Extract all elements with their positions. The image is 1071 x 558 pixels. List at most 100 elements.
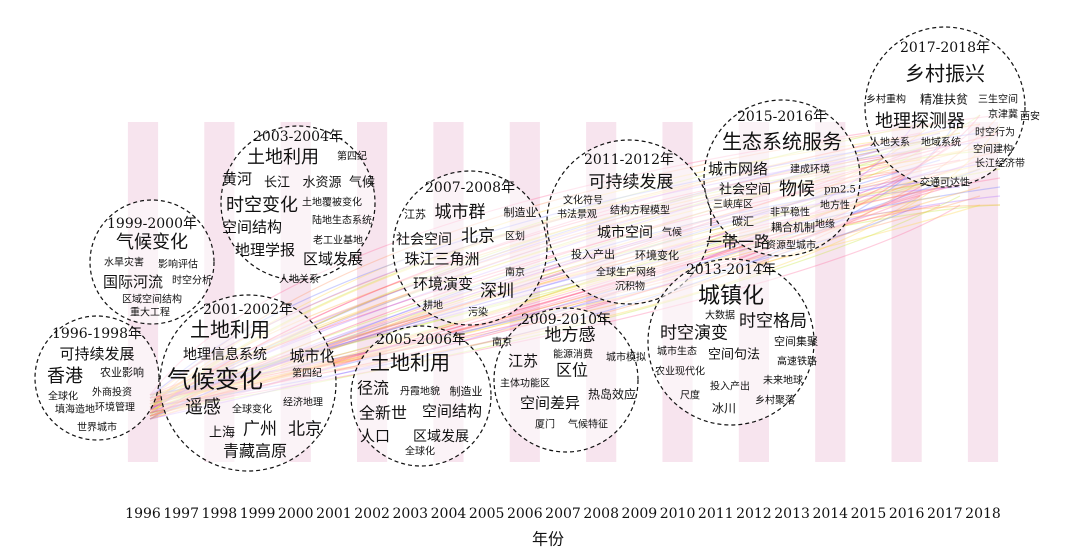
keyword: 结构方程模型 bbox=[610, 204, 670, 217]
keyword: 第四纪 bbox=[337, 150, 367, 163]
keyword: 耦合机制 bbox=[771, 220, 815, 234]
keyword: 沉积物 bbox=[615, 280, 645, 293]
period-circle bbox=[493, 307, 639, 453]
keyword: pm2.5 bbox=[824, 185, 856, 196]
keyword: 厦门 bbox=[535, 418, 555, 431]
year-label: 2011 bbox=[698, 506, 734, 522]
year-label: 2015 bbox=[851, 506, 887, 522]
year-label: 2014 bbox=[812, 506, 848, 522]
year-label: 1998 bbox=[202, 506, 238, 522]
keyword: 气候变化 bbox=[116, 232, 188, 253]
keyword: 全球化 bbox=[48, 390, 78, 403]
keyword: 全球变化 bbox=[232, 403, 272, 416]
year-label: 2007 bbox=[545, 506, 581, 522]
keyword: 书法景观 bbox=[557, 208, 597, 221]
year-label: 2009 bbox=[622, 506, 658, 522]
period-title: 1999-2000年 bbox=[107, 216, 197, 232]
keyword: 城市网络 bbox=[708, 160, 768, 178]
period-title: 2003-2004年 bbox=[253, 129, 343, 145]
period-title: 2009-2010年 bbox=[521, 312, 611, 328]
keyword: 未来地球 bbox=[763, 374, 803, 387]
keyword: 经济地理 bbox=[283, 396, 323, 409]
keyword: 三峡库区 bbox=[713, 198, 753, 211]
keyword: 气候 bbox=[349, 175, 375, 191]
x-axis-label: 年份 bbox=[532, 530, 564, 549]
keyword: 空间句法 bbox=[708, 348, 760, 363]
keyword: 环境演变 bbox=[413, 275, 473, 293]
keyword: 土地利用 bbox=[190, 318, 270, 342]
keyword: 江苏 bbox=[404, 208, 426, 221]
keyword: 水资源 bbox=[302, 176, 341, 191]
keyword: 时空演变 bbox=[660, 324, 728, 344]
keyword: 土地覆被变化 bbox=[302, 196, 362, 209]
keyword: 非平稳性 bbox=[770, 206, 810, 219]
period-title: 2011-2012年 bbox=[584, 152, 674, 168]
keyword: 填海造地 bbox=[55, 403, 95, 416]
keyword: 可持续发展 bbox=[59, 345, 134, 363]
period-title: 2015-2016年 bbox=[737, 109, 827, 125]
keyword: 空间结构 bbox=[422, 402, 482, 420]
keyword: 空间建构 bbox=[973, 143, 1013, 156]
keyword: 影响评估 bbox=[158, 258, 198, 271]
keyword: 珠江三角洲 bbox=[404, 250, 479, 268]
keyword: 全球化 bbox=[405, 445, 435, 458]
year-label: 2000 bbox=[278, 506, 314, 522]
keyword: 能源消费 bbox=[553, 348, 593, 361]
keyword: 社会空间 bbox=[396, 232, 452, 248]
keyword: 水旱灾害 bbox=[104, 256, 144, 269]
keyword: 耕地 bbox=[423, 299, 443, 312]
keyword: 地缘 bbox=[815, 218, 835, 231]
keyword: 地理信息系统 bbox=[183, 346, 267, 363]
year-label: 2008 bbox=[583, 506, 619, 522]
keyword: 气候 bbox=[662, 226, 682, 239]
year-label: 1996 bbox=[125, 506, 161, 522]
year-label: 2005 bbox=[469, 506, 505, 522]
keyword: 精准扶贫 bbox=[920, 92, 968, 107]
keyword: 遥感 bbox=[185, 397, 221, 418]
keyword: 地理学报 bbox=[235, 241, 295, 259]
keyword: 乡村振兴 bbox=[905, 62, 985, 86]
keyword: 环境管理 bbox=[95, 401, 135, 414]
keyword: 尺度 bbox=[680, 389, 700, 402]
keyword: 城镇化 bbox=[698, 284, 764, 309]
keyword: 乡村聚落 bbox=[755, 394, 795, 407]
keyword: 投入产出 bbox=[710, 380, 750, 393]
keyword: 土地利用 bbox=[247, 147, 319, 168]
keyword: 城市化 bbox=[289, 347, 334, 365]
period-title: 2005-2006年 bbox=[376, 332, 466, 348]
keyword: 长江 bbox=[264, 176, 290, 191]
keyword: 地理探测器 bbox=[875, 111, 965, 132]
keyword: 人地关系 bbox=[870, 136, 910, 149]
keyword: 城市生态 bbox=[657, 345, 697, 358]
period-circle bbox=[34, 315, 160, 441]
keyword: 丹霞地貌 bbox=[400, 385, 440, 398]
keyword: 城市空间 bbox=[597, 224, 653, 241]
keyword: 时空分析 bbox=[172, 274, 212, 287]
keyword: 区划 bbox=[505, 230, 525, 243]
keyword: 热岛效应 bbox=[588, 387, 636, 402]
keyword: 长江经济带 bbox=[975, 157, 1025, 170]
keyword: 黄河 bbox=[222, 170, 252, 188]
keyword: 区位 bbox=[556, 361, 588, 380]
year-label: 2006 bbox=[507, 506, 543, 522]
keyword: 区域空间结构 bbox=[122, 293, 182, 306]
keyword: 青藏高原 bbox=[223, 442, 287, 461]
keyword: 陆地生态系统 bbox=[312, 214, 372, 227]
year-label: 2010 bbox=[660, 506, 696, 522]
keyword: 径流 bbox=[357, 379, 389, 398]
keyword: 建成环境 bbox=[790, 163, 830, 176]
keyword: 人口 bbox=[360, 427, 390, 445]
keyword: 京津冀 bbox=[988, 108, 1018, 121]
period-title: 2001-2002年 bbox=[203, 302, 293, 318]
year-label: 2013 bbox=[774, 506, 810, 522]
period-circle bbox=[703, 99, 861, 257]
keyword: 空间结构 bbox=[222, 218, 282, 236]
keyword: 全球生产网络 bbox=[596, 266, 656, 279]
keyword: 南京 bbox=[505, 266, 525, 279]
keyword: 主体功能区 bbox=[500, 377, 550, 390]
